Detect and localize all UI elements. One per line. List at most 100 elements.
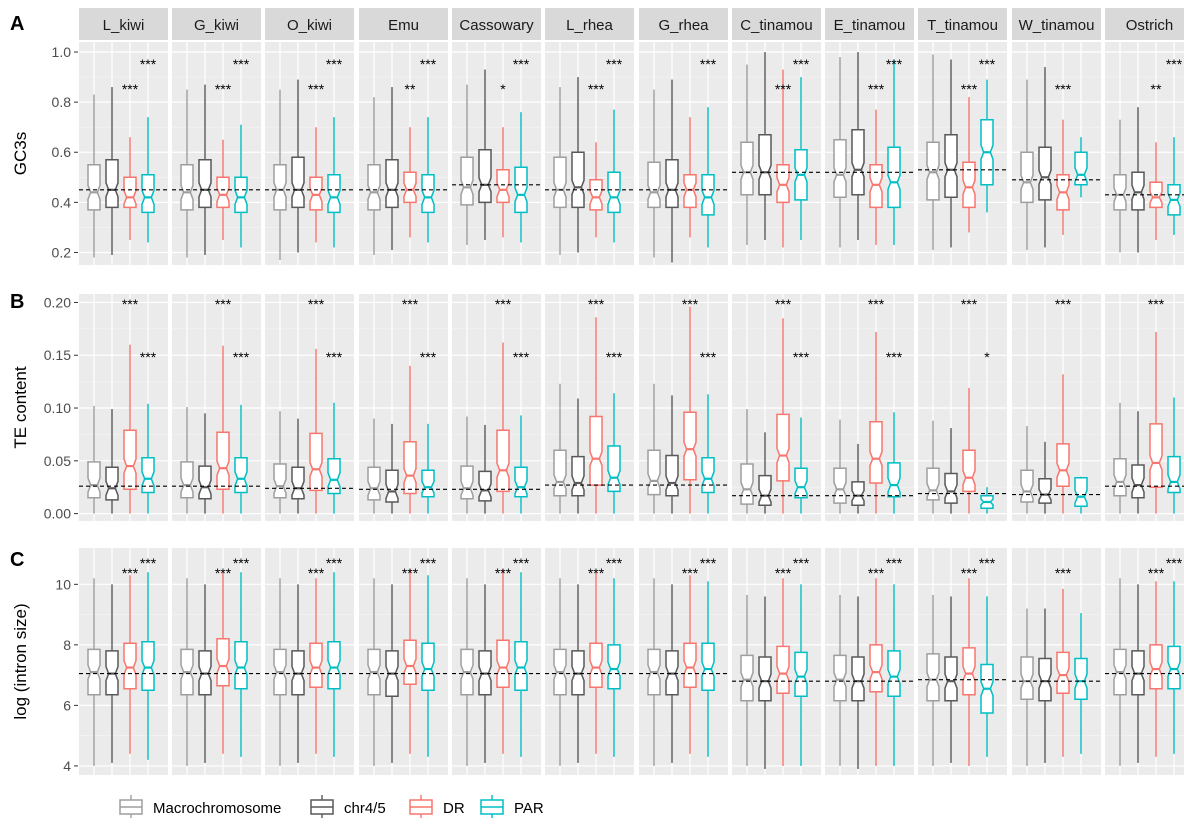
y-tick-label: 6 (63, 697, 71, 713)
box-body (607, 171, 621, 214)
sig-lower: *** (402, 565, 419, 581)
box-body (403, 171, 417, 204)
panel-letter: A (10, 13, 24, 35)
box-dr (869, 109, 883, 245)
box-body (367, 164, 381, 211)
sig-upper: *** (682, 296, 699, 312)
facet-O_kiwi: ****** (265, 42, 354, 265)
box-macrochromosome (833, 419, 847, 514)
sig-lower: *** (961, 81, 978, 97)
box-chr45 (944, 596, 958, 763)
facet-Cassowary: ****** (452, 548, 541, 775)
strip-label: L_rhea (566, 17, 613, 34)
box-body (607, 445, 621, 493)
sig-lower: *** (326, 349, 343, 365)
box-chr45 (1131, 411, 1145, 514)
box-par (980, 596, 994, 757)
box-macrochromosome (1113, 119, 1127, 253)
facet-background (172, 42, 261, 265)
box-body (385, 469, 399, 503)
box-macrochromosome (833, 57, 847, 248)
facet-background (359, 42, 448, 265)
box-chr45 (198, 84, 212, 255)
box-dr (683, 117, 697, 238)
facet-background (545, 42, 634, 265)
box-dr (403, 127, 417, 238)
facet-L_kiwi: ****** (79, 294, 168, 521)
box-chr45 (571, 398, 585, 514)
box-dr (403, 569, 417, 754)
box-body (647, 161, 661, 209)
facet-Emu: ***** (359, 42, 448, 265)
sig-upper: *** (1166, 555, 1183, 571)
box-body (234, 641, 248, 690)
facet-background (79, 42, 168, 265)
panel-letter: B (10, 291, 24, 313)
box-body (421, 642, 435, 692)
y-tick-label: 4 (63, 758, 71, 774)
sig-lower: ** (1151, 81, 1162, 97)
legend: Macrochromosome chr4/5 DR PAR (119, 795, 544, 818)
box-body (589, 642, 603, 688)
box-par (701, 107, 715, 248)
box-body (123, 176, 137, 209)
box-body (553, 449, 567, 497)
panel-letter: C (10, 549, 24, 571)
box-body (105, 159, 119, 209)
box-chr45 (1131, 107, 1145, 253)
box-body (776, 645, 790, 695)
legend-label: chr4/5 (344, 800, 386, 817)
box-chr45 (758, 596, 772, 769)
box-body (1074, 151, 1088, 186)
box-dr (683, 575, 697, 754)
sig-upper: *** (402, 296, 419, 312)
sig-lower: *** (122, 565, 139, 581)
box-dr (309, 127, 323, 243)
box-body (1020, 656, 1034, 701)
box-body (1038, 478, 1052, 504)
facet-T_tinamou: **** (918, 294, 1007, 521)
box-macrochromosome (273, 578, 287, 766)
facet-O_kiwi: *** *** (265, 294, 354, 521)
sig-upper: *** (140, 555, 157, 571)
box-par (1167, 581, 1181, 754)
box-body (460, 156, 474, 206)
sig-upper: *** (308, 296, 325, 312)
facet-G_kiwi: ****** (172, 294, 261, 521)
box-body (1056, 443, 1070, 487)
box-dr (589, 572, 603, 754)
sig-upper: *** (961, 296, 978, 312)
sig-upper: *** (700, 555, 717, 571)
facet-G_kiwi: ****** (172, 42, 261, 265)
box-dr (496, 569, 510, 754)
box-body (683, 642, 697, 688)
facet-Ostrich: *** (1105, 294, 1184, 521)
box-body (962, 161, 976, 209)
sig-upper: *** (233, 56, 250, 72)
facet-W_tinamou: *** (1012, 42, 1101, 265)
legend-label: Macrochromosome (153, 800, 281, 817)
sig-lower: *** (700, 349, 717, 365)
y-tick-label: 0.15 (44, 347, 71, 363)
box-body (496, 429, 510, 493)
box-body (758, 656, 772, 702)
box-par (980, 79, 994, 213)
box-body (1074, 476, 1088, 507)
box-body (460, 465, 474, 500)
box-par (701, 394, 715, 514)
sig-upper: *** (1148, 296, 1165, 312)
box-chr45 (478, 424, 492, 514)
facet-L_kiwi: ****** (79, 42, 168, 265)
box-body (740, 654, 754, 702)
y-tick-label: 1.0 (52, 44, 72, 60)
facet-background (265, 42, 354, 265)
sig-lower: *** (588, 81, 605, 97)
sig-lower: *** (775, 565, 792, 581)
box-dr (216, 345, 230, 514)
box-dr (962, 97, 976, 233)
strip-label: W_tinamou (1019, 17, 1095, 34)
box-par (234, 572, 248, 757)
facet-L_rhea: *** *** (545, 294, 634, 521)
box-body (327, 641, 341, 690)
box-par (514, 572, 528, 757)
